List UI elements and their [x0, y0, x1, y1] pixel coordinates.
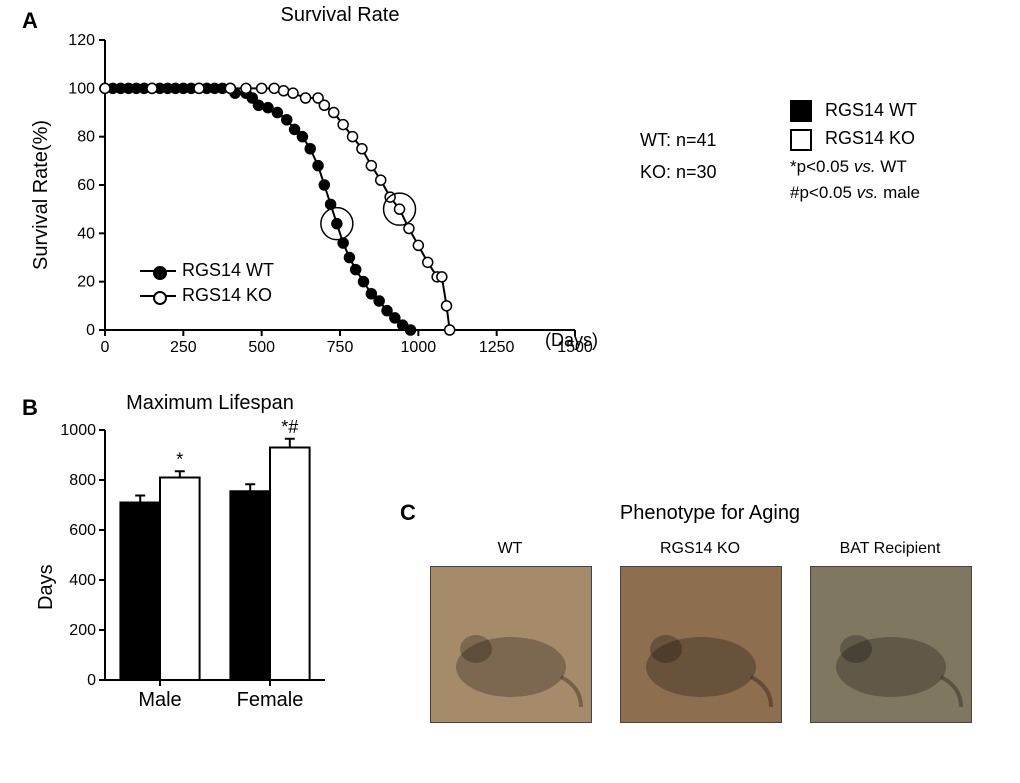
- svg-text:200: 200: [69, 622, 96, 639]
- svg-text:0: 0: [101, 339, 110, 356]
- svg-text:40: 40: [77, 225, 95, 242]
- panel-a-inchart-legend: RGS14 WT RGS14 KO: [140, 260, 274, 310]
- n-ko-text: KO: n=30: [640, 162, 717, 183]
- panel-a-chart: 0204060801001200250500750100012501500: [50, 30, 610, 370]
- svg-text:400: 400: [69, 572, 96, 589]
- panel-c-photo: [620, 566, 782, 723]
- figure-root: A Survival Rate Survival Rate(%) 0204060…: [0, 0, 1020, 783]
- panel-a-xlabel: (Days): [545, 330, 598, 351]
- panel-a-title: Survival Rate: [230, 4, 450, 27]
- legend-wt-text: RGS14 WT: [825, 100, 917, 120]
- legend-wt-marker: [140, 264, 176, 278]
- legend-note-2: #p<0.05 vs. male: [790, 183, 920, 203]
- legend-ko-marker: [140, 289, 176, 303]
- legend-sq-ko: RGS14 KO: [790, 128, 920, 150]
- svg-text:500: 500: [248, 339, 275, 356]
- svg-text:750: 750: [327, 339, 354, 356]
- svg-text:1000: 1000: [401, 339, 437, 356]
- panel-c-photo: [810, 566, 972, 723]
- svg-text:*#: *#: [281, 420, 298, 437]
- panel-c-image-label: BAT Recipient: [810, 540, 970, 558]
- panel-b-label: B: [22, 395, 38, 421]
- svg-text:Female: Female: [237, 689, 304, 711]
- svg-text:120: 120: [68, 32, 95, 49]
- legend-ko-swatch: [790, 129, 812, 151]
- n-wt-text: WT: n=41: [640, 130, 717, 151]
- panel-c-title: Phenotype for Aging: [580, 502, 840, 525]
- svg-text:0: 0: [86, 322, 95, 339]
- svg-text:Male: Male: [138, 689, 181, 711]
- legend-ko-row: RGS14 KO: [140, 285, 274, 306]
- panel-b-title: Maximum Lifespan: [90, 392, 330, 415]
- svg-text:60: 60: [77, 177, 95, 194]
- legend-wt-row: RGS14 WT: [140, 260, 274, 281]
- svg-text:1000: 1000: [60, 422, 96, 439]
- svg-text:100: 100: [68, 80, 95, 97]
- legend-sq-wt: RGS14 WT: [790, 100, 920, 122]
- svg-text:800: 800: [69, 472, 96, 489]
- legend-wt-label: RGS14 WT: [182, 260, 274, 281]
- svg-text:600: 600: [69, 522, 96, 539]
- legend-wt-swatch: [790, 100, 812, 122]
- svg-text:0: 0: [87, 672, 96, 689]
- svg-text:20: 20: [77, 274, 95, 291]
- svg-text:*: *: [176, 449, 183, 469]
- panel-a-label: A: [22, 8, 38, 34]
- svg-text:250: 250: [170, 339, 197, 356]
- panel-c-photo: [430, 566, 592, 723]
- figure-legend: RGS14 WT RGS14 KO *p<0.05 vs. WT #p<0.05…: [790, 100, 920, 203]
- svg-text:80: 80: [77, 129, 95, 146]
- legend-ko-text: RGS14 KO: [825, 128, 915, 148]
- panel-c-image-label: WT: [430, 540, 590, 558]
- legend-ko-label: RGS14 KO: [182, 285, 272, 306]
- panel-c-image-label: RGS14 KO: [620, 540, 780, 558]
- svg-text:1250: 1250: [479, 339, 515, 356]
- panel-c-label: C: [400, 500, 416, 526]
- panel-b-chart: 0 200 400 600 800 1000 * Male *# Female: [55, 420, 355, 740]
- legend-note-1: *p<0.05 vs. WT: [790, 157, 920, 177]
